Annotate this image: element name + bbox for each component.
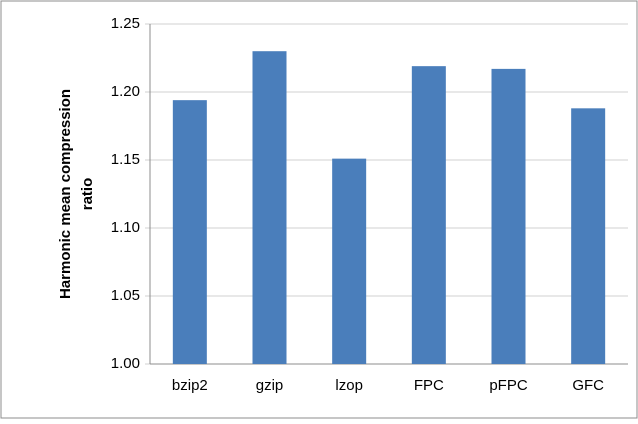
x-tick-label: bzip2 [172, 377, 208, 394]
y-tick-label: 1.05 [111, 287, 140, 304]
y-axis-title-line: ratio [79, 178, 96, 211]
bar [411, 66, 446, 364]
y-tick-label: 1.15 [111, 151, 140, 168]
x-tick-label: gzip [256, 377, 284, 394]
y-tick-label: 1.20 [111, 83, 140, 100]
x-tick-label: GFC [572, 377, 604, 394]
y-tick-label: 1.10 [111, 219, 140, 236]
y-tick-label: 1.00 [111, 355, 140, 372]
y-axis-title-line: Harmonic mean compression [57, 89, 74, 299]
x-tick-label: FPC [414, 377, 444, 394]
y-axis-title: Harmonic mean compression ratio [57, 89, 96, 299]
x-tick-label: pFPC [489, 377, 528, 394]
bar [252, 51, 287, 364]
bar [491, 68, 526, 364]
bar [332, 158, 367, 364]
bar [571, 108, 606, 364]
y-tick-label: 1.25 [111, 15, 140, 32]
bar [172, 100, 207, 364]
x-tick-label: lzop [335, 377, 363, 394]
